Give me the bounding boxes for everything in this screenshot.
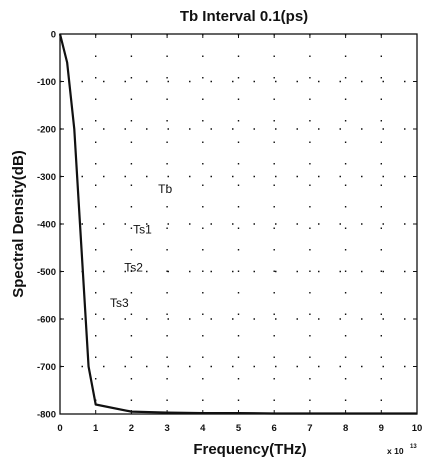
x-tick-label: 8 [343,423,348,434]
annotation-label: Tb [158,182,172,196]
x-tick-label: 10 [412,423,423,434]
y-tick-label: -500 [37,267,56,278]
y-tick-label: -200 [37,125,56,136]
annotations: Tb Ts1 Ts2 Ts3 [110,182,173,310]
y-tick-label: -300 [37,172,56,183]
chart-title: Tb Interval 0.1(ps) [180,8,308,25]
x-tick-label: 6 [272,423,277,434]
x-tick-label: 1 [93,423,99,434]
y-tick-label: -600 [37,315,56,326]
y-tick-label: -400 [37,220,56,231]
annotation-label: Ts2 [124,261,143,275]
x-multiplier-exponent: 13 [410,444,417,450]
axis-ticks: 0 1 2 3 4 5 6 7 8 9 10 0 -100 -200 -300 -400 -500 -600 -70… [37,30,422,435]
y-tick-label: -700 [37,362,56,373]
x-tick-label: 5 [236,423,242,434]
x-axis-label: Frequency(THz) [193,441,306,458]
x-tick-label: 2 [129,423,134,434]
x-tick-label: 7 [307,423,312,434]
y-tick-label: 0 [51,30,56,41]
x-tick-label: 4 [200,423,206,434]
x-tick-label: 3 [164,423,169,434]
grid-lines [60,34,417,414]
y-tick-label: -100 [37,77,56,88]
x-multiplier: x 10 13 [387,444,417,456]
x-multiplier-base: x 10 [387,446,404,456]
x-tick-label: 9 [379,423,384,434]
annotation-label: Ts1 [133,223,152,237]
annotation-label: Ts3 [110,296,129,310]
y-tick-label: -800 [37,410,56,421]
x-tick-label: 0 [57,423,62,434]
y-axis-label: Spectral Density(dB) [10,150,27,298]
